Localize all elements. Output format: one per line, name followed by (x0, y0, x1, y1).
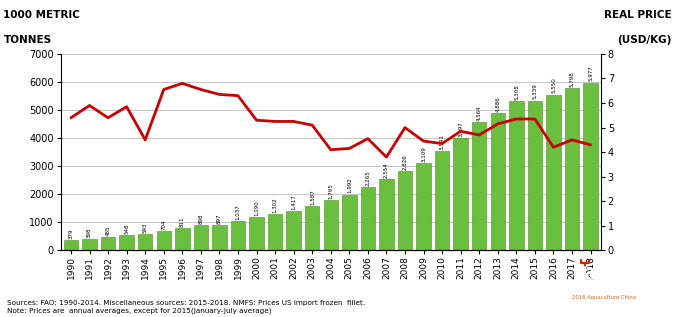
Bar (101, 237, 115, 250)
Bar (379, 179, 394, 250)
Text: 1,417: 1,417 (291, 194, 296, 210)
Bar (528, 100, 542, 250)
Bar (398, 171, 412, 250)
Text: 4,564: 4,564 (477, 106, 482, 121)
Bar (472, 122, 487, 250)
Bar (138, 234, 153, 250)
Text: 704: 704 (161, 219, 166, 230)
Bar (454, 138, 468, 250)
Text: 5,308: 5,308 (514, 85, 519, 100)
Text: 379: 379 (68, 228, 74, 239)
Bar (323, 200, 338, 250)
Text: 1,795: 1,795 (328, 183, 333, 199)
Text: 2,265: 2,265 (365, 170, 371, 186)
Text: 5,339: 5,339 (533, 84, 537, 100)
Bar (249, 217, 264, 250)
Text: GOAL: GOAL (575, 266, 633, 283)
Text: 485: 485 (105, 225, 111, 236)
Bar (231, 221, 245, 250)
Text: 897: 897 (217, 214, 222, 224)
Bar (509, 101, 524, 250)
Bar (360, 187, 375, 250)
Bar (82, 239, 97, 250)
Bar (212, 225, 227, 250)
Text: TONNES: TONNES (3, 35, 51, 45)
Bar (342, 195, 356, 250)
Bar (435, 151, 450, 250)
Bar (305, 206, 319, 250)
Bar (583, 83, 598, 250)
Bar (416, 163, 431, 250)
Text: 898: 898 (198, 214, 203, 224)
Text: 3,109: 3,109 (421, 146, 426, 162)
Text: 2,554: 2,554 (384, 162, 389, 178)
Text: 1,992: 1,992 (347, 178, 352, 193)
Text: 5,798: 5,798 (570, 71, 574, 87)
Bar (119, 235, 134, 250)
Text: (USD/KG): (USD/KG) (617, 35, 672, 45)
Bar (194, 225, 208, 250)
Bar (268, 214, 282, 250)
Bar (175, 228, 190, 250)
Text: 593: 593 (142, 222, 148, 233)
Bar (565, 87, 579, 250)
Text: 5,977: 5,977 (588, 66, 593, 81)
Text: 2016 Aquaculture China: 2016 Aquaculture China (572, 295, 636, 301)
Bar (157, 231, 171, 250)
Text: 1000 METRIC: 1000 METRIC (3, 10, 80, 20)
Text: 811: 811 (180, 216, 185, 227)
Text: Sources: FAO: 1990-2014. Miscellaneous sources: 2015-2018. NMFS: Prices US impor: Sources: FAO: 1990-2014. Miscellaneous s… (7, 300, 365, 314)
Text: 3,997: 3,997 (458, 121, 463, 137)
Text: 1,037: 1,037 (236, 204, 240, 220)
Text: 548: 548 (124, 223, 129, 234)
Text: 398: 398 (87, 228, 92, 238)
Bar (286, 210, 301, 250)
Text: 4,886: 4,886 (495, 96, 500, 112)
Bar (491, 113, 505, 250)
Text: REAL PRICE: REAL PRICE (604, 10, 672, 20)
Bar (546, 94, 561, 250)
Text: 5,550: 5,550 (551, 78, 556, 94)
Text: 1,190: 1,190 (254, 200, 259, 216)
Text: 1,587: 1,587 (310, 189, 315, 205)
Text: 2,826: 2,826 (402, 154, 408, 170)
Text: 1,302: 1,302 (273, 197, 277, 213)
Bar (63, 240, 78, 250)
Text: 3,541: 3,541 (439, 134, 445, 150)
